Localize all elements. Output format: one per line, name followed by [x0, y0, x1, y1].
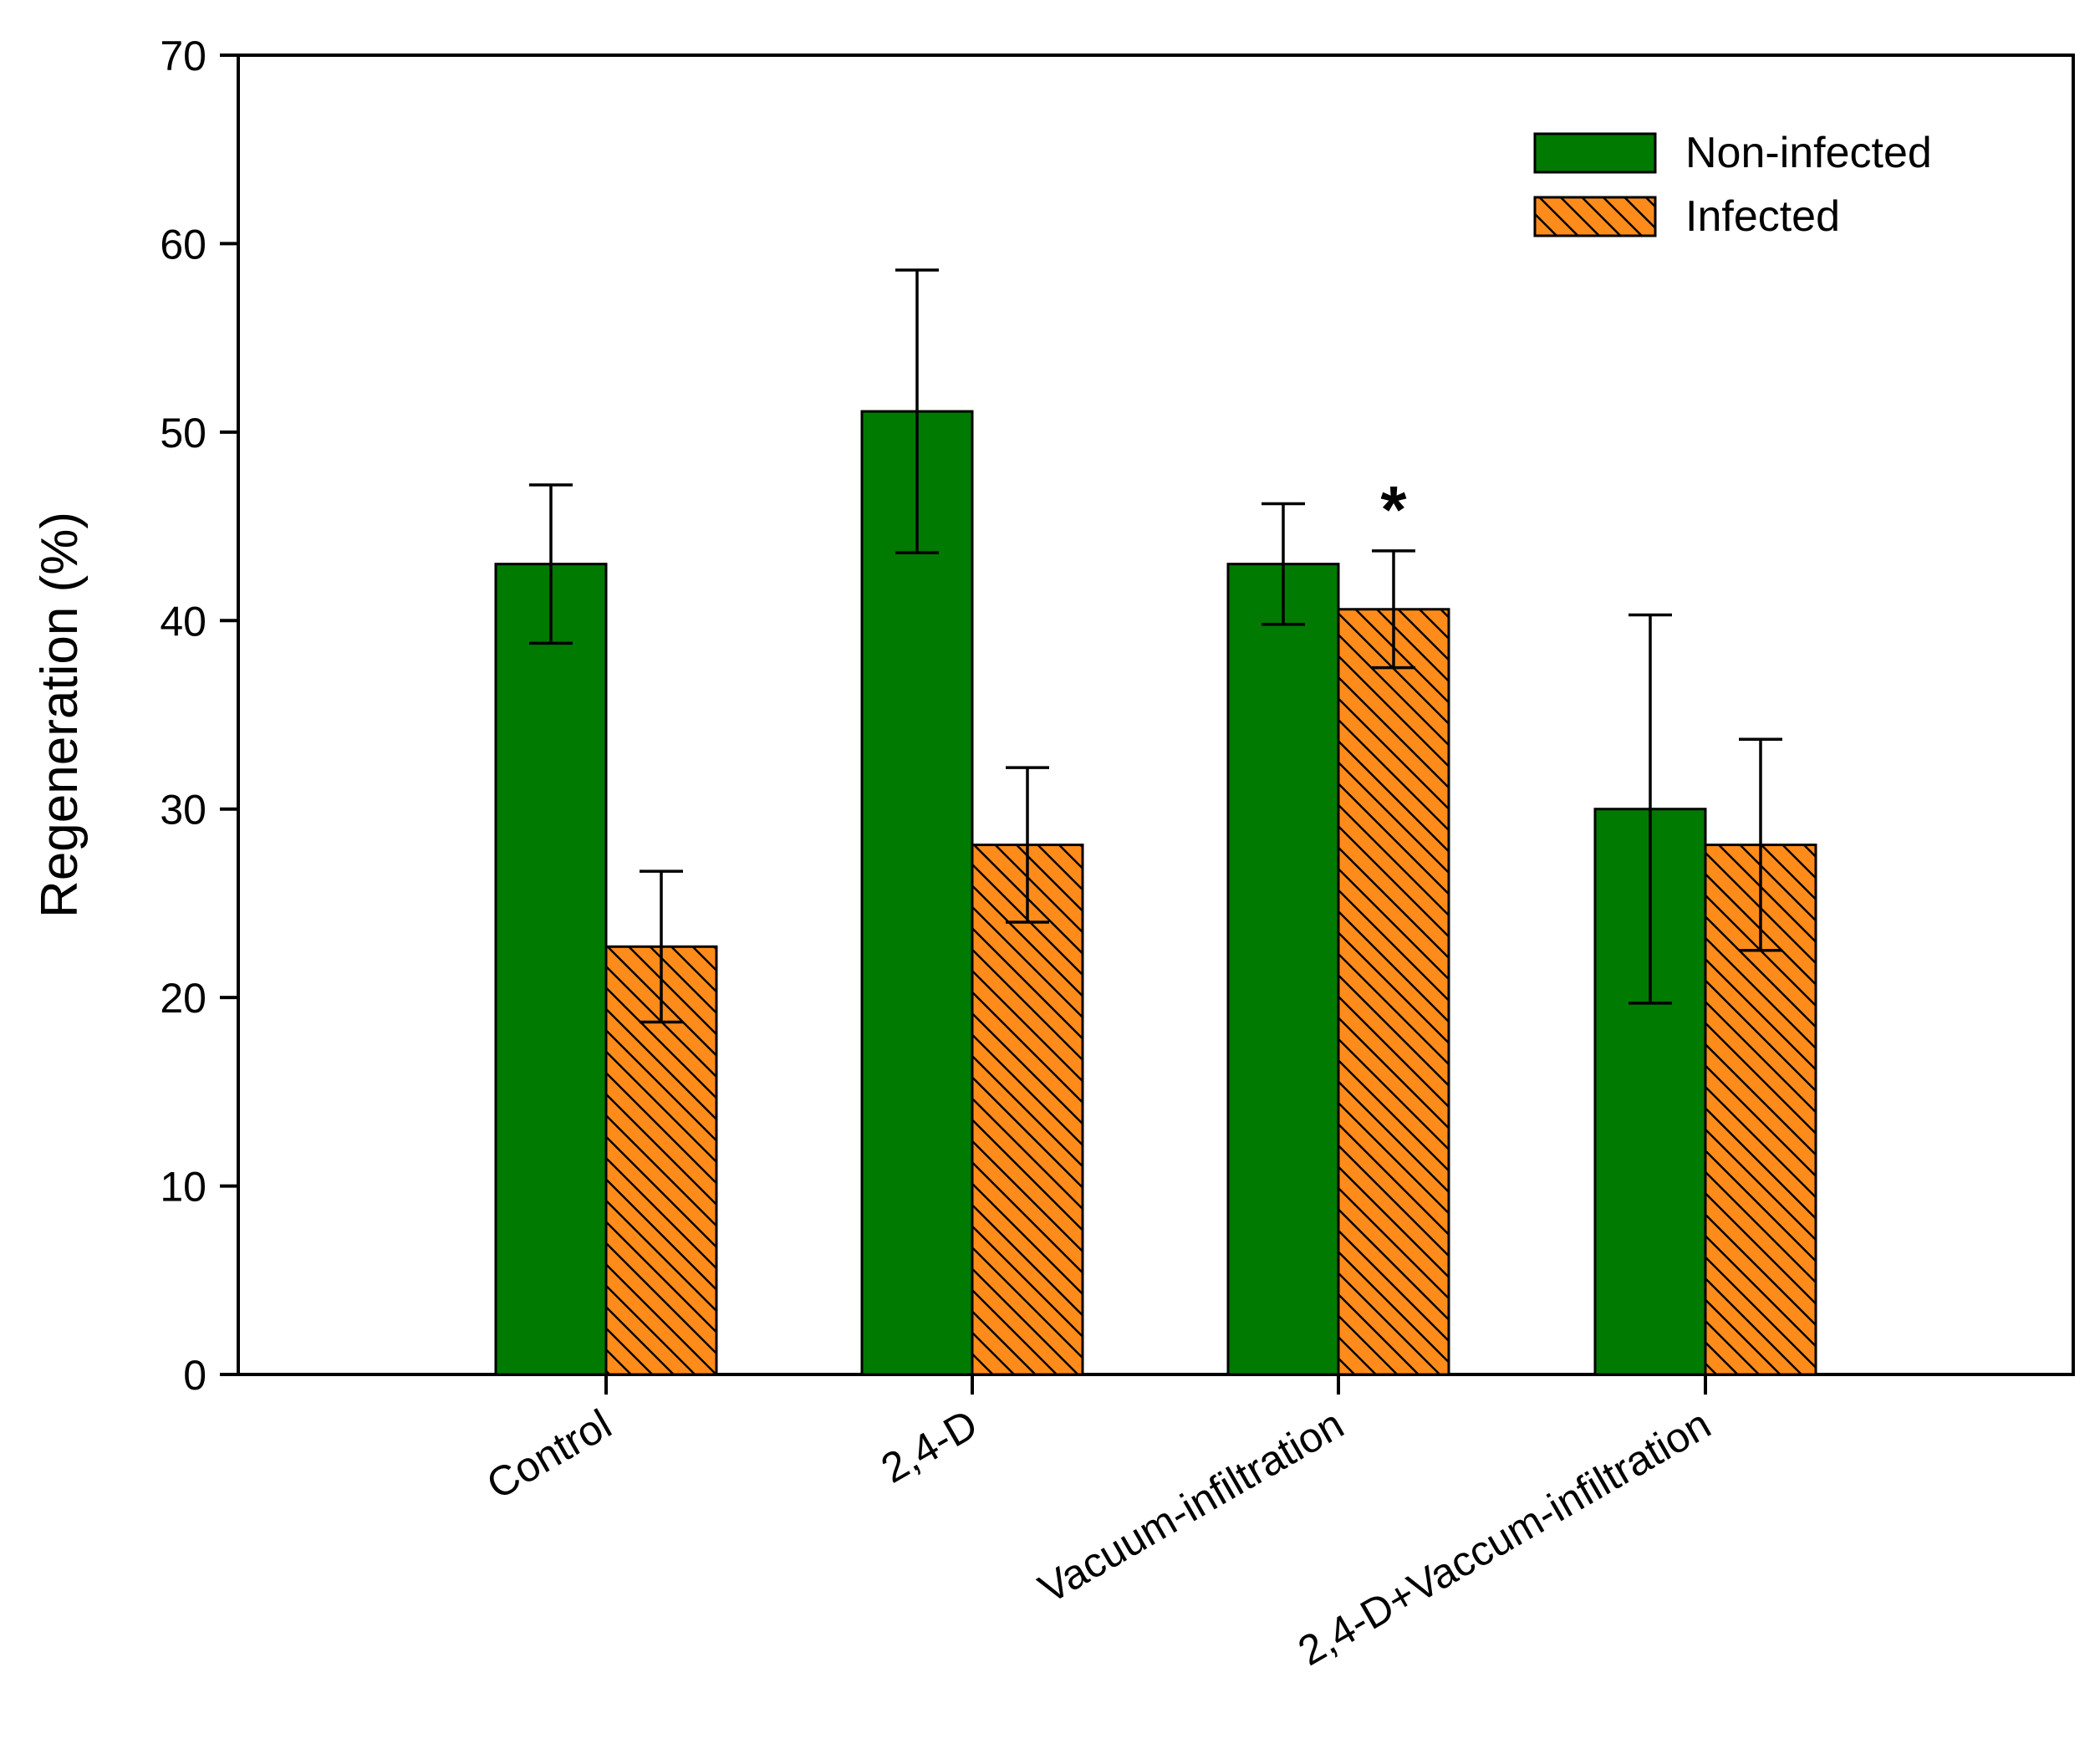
plot-frame — [237, 54, 2075, 1376]
bar-non-infected — [1226, 563, 1340, 1376]
x-tick-label: Vacuum-infiltration — [1031, 1400, 1351, 1613]
bars-group — [494, 410, 1817, 1376]
y-tick-label: 30 — [160, 787, 206, 834]
legend-swatch-non-infected — [1533, 132, 1657, 174]
y-tick-label: 40 — [160, 598, 206, 645]
x-tick-label: 2,4-D+Vaccum-infiltration — [1290, 1400, 1718, 1675]
significance-marker: * — [1380, 472, 1407, 547]
y-tick-label: 0 — [183, 1352, 206, 1399]
legend-swatch-infected — [1533, 196, 1657, 237]
bar-infected — [971, 844, 1084, 1376]
y-tick-label: 20 — [160, 975, 206, 1022]
bar-non-infected — [494, 563, 608, 1376]
legend-label-infected: Infected — [1685, 192, 1840, 241]
bar-infected — [1337, 608, 1450, 1376]
x-tick-label: Control — [479, 1400, 619, 1508]
legend-label-non-infected: Non-infected — [1685, 129, 1932, 177]
x-axis: Control 2,4-D Vacuum-infiltration2,4-D+Vac… — [479, 1374, 1719, 1675]
y-tick-label: 60 — [160, 221, 206, 268]
y-tick-label: 50 — [160, 410, 206, 456]
legend: Non-infected Infected — [1533, 129, 1932, 241]
y-axis: 0 10 20 30 40 50 60 70 — [160, 33, 238, 1399]
y-tick-label: 70 — [160, 33, 206, 79]
y-axis-title: Regeneration (%) — [31, 512, 89, 918]
x-tick-label: 2,4-D — [874, 1400, 986, 1492]
bar-non-infected — [860, 410, 974, 1376]
error-bars-group — [529, 268, 1782, 1024]
y-tick-label: 10 — [160, 1164, 206, 1211]
plot-area — [237, 54, 2075, 1376]
annotations-group: * — [1380, 472, 1407, 547]
